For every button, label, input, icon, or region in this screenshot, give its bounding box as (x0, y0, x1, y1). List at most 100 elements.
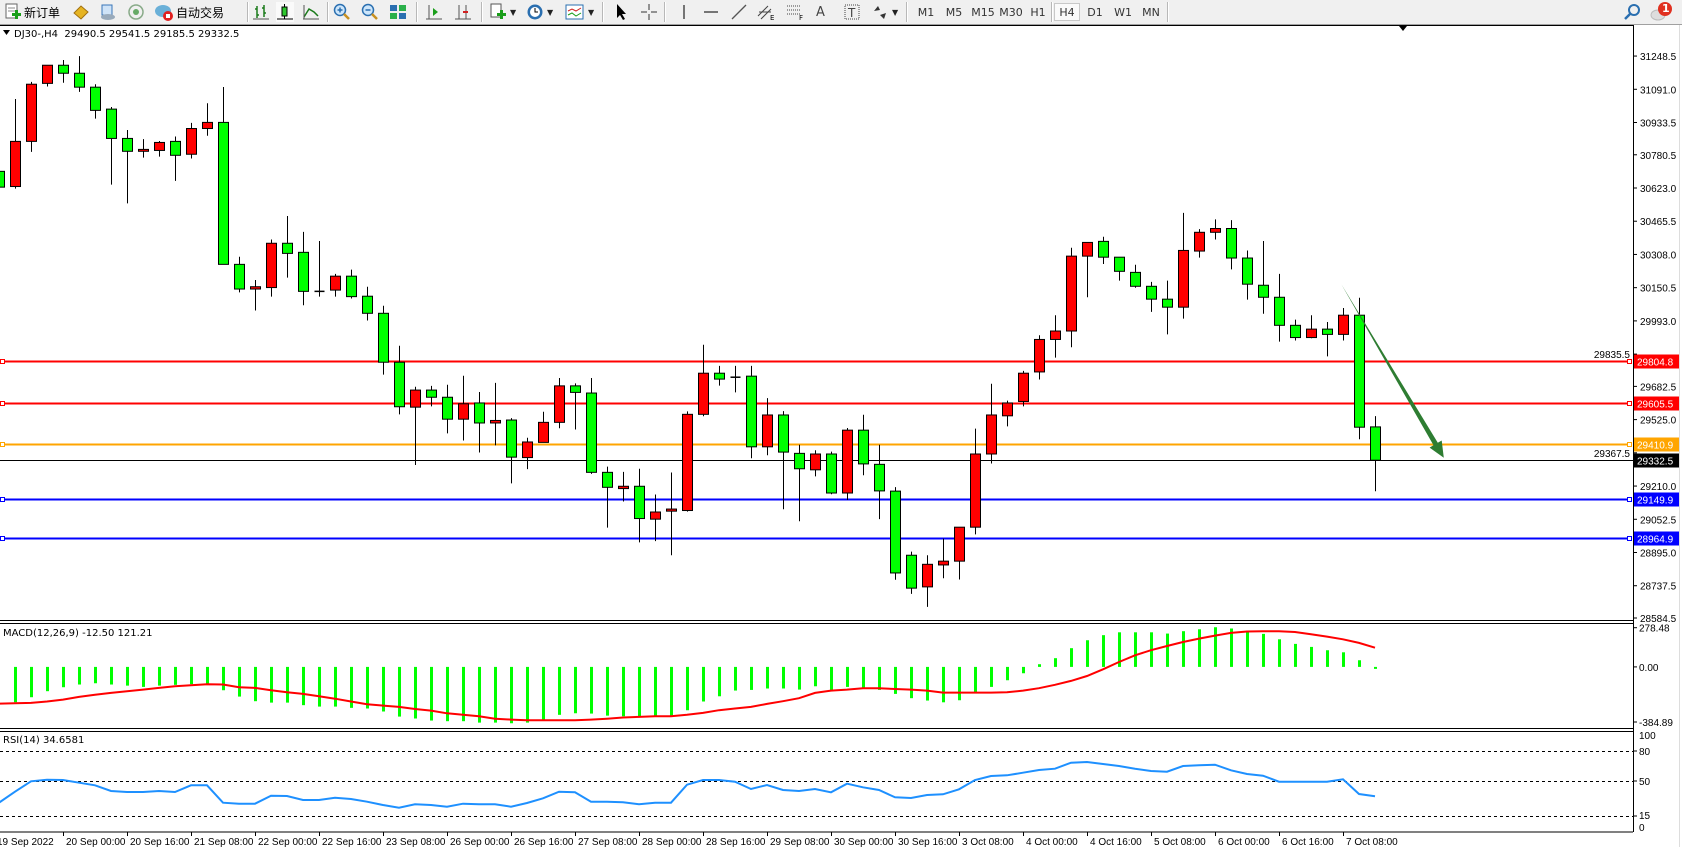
arrow-annotation[interactable] (1341, 284, 1444, 458)
navigator-button[interactable] (99, 2, 117, 22)
bar-chart-button[interactable] (252, 2, 270, 22)
horizontal-line-button[interactable] (702, 2, 720, 22)
equidistant-channel-button[interactable]: E (757, 2, 777, 22)
collapse-triangle-icon[interactable] (3, 30, 10, 35)
candle (378, 305, 389, 375)
text-label-button[interactable]: T (843, 2, 861, 22)
fibonacci-button[interactable]: F (786, 2, 806, 22)
vertical-line-button[interactable] (675, 2, 693, 22)
candlestick-chart-button[interactable] (276, 2, 294, 22)
timeframe-m1[interactable]: M1 (917, 5, 935, 19)
price-tick-label: 30933.5 (1640, 119, 1677, 130)
arrows-button[interactable]: ▼ (871, 2, 898, 22)
line-anchor-handle[interactable] (0, 359, 5, 364)
search-button[interactable] (1623, 2, 1641, 22)
candle-body (1210, 228, 1221, 233)
new-order-button[interactable]: 新订单 (4, 2, 60, 22)
timeframe-m15[interactable]: M15 (971, 5, 995, 19)
candle (922, 555, 933, 607)
candle-body (1370, 426, 1381, 461)
time-tick-label: 27 Sep 08:00 (578, 837, 638, 847)
candle-body (58, 64, 69, 74)
price-tick-label: 29835.5 (1594, 350, 1631, 361)
crosshair-button[interactable] (640, 2, 658, 22)
tile-windows-button[interactable] (389, 2, 407, 22)
candle (1162, 280, 1173, 335)
candle-body (938, 560, 949, 566)
candle (250, 279, 261, 311)
candle (282, 216, 293, 278)
candle-body (810, 453, 821, 471)
candle (842, 428, 853, 500)
candle (1370, 416, 1381, 492)
line-chart-button[interactable] (302, 2, 320, 22)
candle (1066, 247, 1077, 348)
line-anchor-handle[interactable] (0, 442, 5, 447)
candle (682, 411, 693, 512)
timeframe-mn[interactable]: MN (1142, 5, 1160, 19)
line-anchor-handle[interactable] (1627, 401, 1632, 406)
line-anchor-handle[interactable] (0, 536, 5, 541)
zoom-out-button[interactable] (361, 2, 379, 22)
rsi-tick-label: 100 (1639, 731, 1656, 742)
line-anchor-handle[interactable] (0, 401, 5, 406)
candle (26, 81, 37, 152)
candle-body (618, 485, 629, 490)
candle-body (858, 429, 869, 465)
notifications-button[interactable]: 1 (1650, 2, 1674, 22)
candle (410, 386, 421, 465)
candle-body (122, 137, 133, 152)
timeframe-h1[interactable]: H1 (1030, 5, 1046, 19)
candle-body (506, 419, 517, 458)
line-anchor-handle[interactable] (1627, 442, 1632, 447)
candle (1114, 256, 1125, 281)
candle (1354, 297, 1365, 440)
timeframe-w1[interactable]: W1 (1114, 5, 1132, 19)
periods-button[interactable]: ▼ (526, 2, 553, 22)
auto-trading-button[interactable]: 自动交易 (154, 2, 224, 22)
candle (762, 398, 773, 456)
current-price-label-bg (1634, 453, 1679, 468)
candle-body (1194, 231, 1205, 252)
timeframe-m5[interactable]: M5 (945, 5, 963, 19)
candle (426, 385, 437, 407)
cursor-button[interactable] (612, 2, 630, 22)
timeframe-m30[interactable]: M30 (999, 5, 1023, 19)
crosshair-icon (641, 4, 657, 20)
market-watch-button[interactable] (72, 2, 90, 22)
candle-body (826, 453, 837, 494)
line-anchor-handle[interactable] (1627, 359, 1632, 364)
candle (394, 345, 405, 415)
add-indicator-icon (490, 3, 506, 19)
templates-button[interactable]: ▼ (565, 2, 594, 22)
rsi-tick-label: 50 (1639, 777, 1651, 788)
zoom-in-button[interactable] (333, 2, 351, 22)
candle (1290, 319, 1301, 341)
line-anchor-handle[interactable] (1627, 497, 1632, 502)
price-tick-label: 31091.0 (1640, 85, 1677, 96)
trendline-button[interactable] (730, 2, 748, 22)
line-anchor-handle[interactable] (0, 497, 5, 502)
chart-shift-button[interactable] (454, 2, 472, 22)
candle-body (906, 554, 917, 589)
timeframe-h4[interactable]: H4 (1054, 3, 1080, 21)
candle (74, 56, 85, 92)
candle-body (282, 242, 293, 254)
arrow-down-icon[interactable] (1341, 284, 1444, 458)
text-button[interactable]: A (816, 2, 825, 22)
chart-shift-marker-icon[interactable] (1399, 26, 1407, 31)
candle-body (154, 141, 165, 151)
time-tick-label: 3 Oct 08:00 (962, 837, 1014, 847)
time-tick-label: 26 Sep 00:00 (450, 837, 510, 847)
time-tick-label: 6 Oct 16:00 (1282, 837, 1334, 847)
candle-body (186, 128, 197, 155)
candle (858, 414, 869, 476)
timeframe-d1[interactable]: D1 (1087, 5, 1103, 19)
price-tick-label: 30308.0 (1640, 250, 1677, 261)
indicators-button[interactable]: ▼ (489, 2, 516, 22)
auto-scroll-button[interactable] (425, 2, 443, 22)
line-anchor-handle[interactable] (1627, 536, 1632, 541)
candle (1050, 315, 1061, 358)
signals-button[interactable] (127, 2, 145, 22)
